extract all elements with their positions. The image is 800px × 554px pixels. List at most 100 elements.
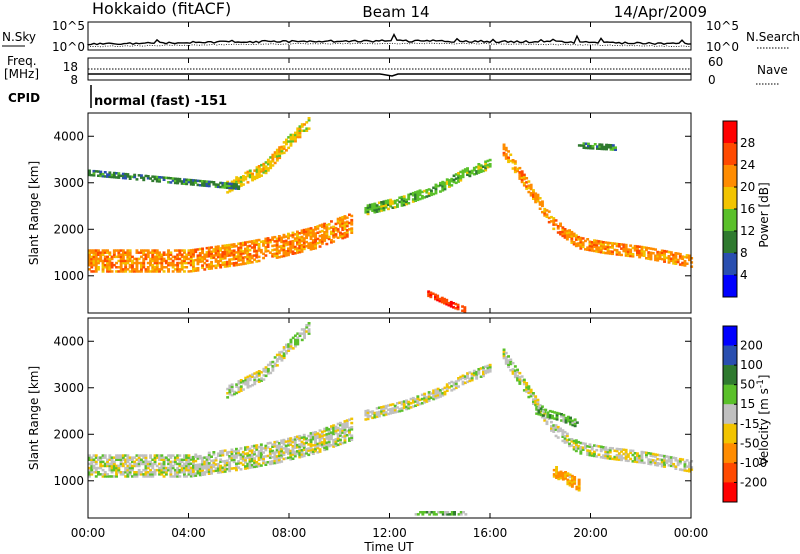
heatmap-cell xyxy=(232,264,236,267)
heatmap-cell xyxy=(561,230,565,233)
heatmap-cell xyxy=(636,245,639,248)
heatmap-cell xyxy=(221,470,225,474)
heatmap-cell xyxy=(94,460,98,464)
heatmap-cell xyxy=(325,437,329,440)
heatmap-cell xyxy=(323,434,327,437)
heatmap-cell xyxy=(131,263,134,267)
heatmap-cell xyxy=(382,204,386,208)
heatmap-cell xyxy=(287,146,291,150)
heatmap-cell xyxy=(117,251,121,254)
heatmap-cell xyxy=(607,143,611,147)
heatmap-cell xyxy=(608,448,612,452)
heatmap-cell xyxy=(649,255,653,259)
heatmap-cell xyxy=(244,262,247,265)
heatmap-cell xyxy=(522,380,526,384)
heatmap-cell xyxy=(658,251,662,254)
heatmap-cell xyxy=(636,251,639,254)
heatmap-cell xyxy=(221,449,225,453)
heatmap-cell xyxy=(334,226,338,230)
heatmap-cell xyxy=(586,445,590,448)
heatmap-cell xyxy=(588,451,592,455)
heatmap-cell xyxy=(581,446,585,449)
heatmap-cell xyxy=(133,257,137,261)
heatmap-cell xyxy=(609,146,613,149)
heatmap-cell xyxy=(543,212,547,215)
heatmap-cell xyxy=(121,473,125,476)
heatmap-cell xyxy=(334,442,338,445)
heatmap-cell xyxy=(216,245,220,248)
heatmap-cell xyxy=(158,261,161,265)
heatmap-cell xyxy=(189,253,193,256)
heatmap-cell xyxy=(565,231,569,235)
heatmap-cell xyxy=(414,191,417,194)
heatmap-cell xyxy=(112,263,116,267)
heatmap-cell xyxy=(169,475,173,478)
heatmap-cell xyxy=(203,456,207,459)
heatmap-cell xyxy=(366,411,370,414)
heatmap-cell xyxy=(259,447,263,451)
heatmap-cell xyxy=(237,179,241,182)
heatmap-cell xyxy=(484,166,488,170)
heatmap-cell xyxy=(461,382,465,386)
heatmap-cell xyxy=(568,235,571,238)
heatmap-cell xyxy=(640,452,644,456)
heatmap-cell xyxy=(180,266,184,269)
heatmap-cell xyxy=(440,298,444,302)
heatmap-cell xyxy=(250,449,254,452)
heatmap-cell xyxy=(246,386,250,389)
heatmap-cell xyxy=(192,265,195,268)
heatmap-cell xyxy=(178,270,182,273)
heatmap-cell xyxy=(411,396,415,400)
heatmap-cell xyxy=(108,466,112,470)
heatmap-cell xyxy=(244,383,248,386)
heatmap-cell xyxy=(167,454,170,457)
heatmap-cell xyxy=(103,175,107,178)
heatmap-cell xyxy=(373,208,377,212)
heatmap-cell xyxy=(316,231,320,234)
heatmap-cell xyxy=(391,411,395,414)
heatmap-cell xyxy=(320,445,324,448)
heatmap-cell xyxy=(293,452,297,456)
heatmap-cell xyxy=(128,255,132,259)
heatmap-cell xyxy=(311,245,315,248)
heatmap-cell xyxy=(389,200,393,204)
heatmap-cell xyxy=(316,225,320,228)
heatmap-cell xyxy=(461,305,464,308)
heatmap-cell xyxy=(90,263,94,267)
heatmap-cell xyxy=(441,513,445,516)
heatmap-cell xyxy=(275,155,279,158)
heatmap-cell xyxy=(486,370,490,374)
heatmap-cell xyxy=(237,242,241,245)
velocity-ylabel: Slant Range [km] xyxy=(27,366,41,470)
heatmap-cell xyxy=(151,466,155,470)
heatmap-cell xyxy=(584,239,587,243)
heatmap-cell xyxy=(133,261,137,265)
heatmap-cell xyxy=(599,447,603,451)
heatmap-cell xyxy=(221,451,225,455)
heatmap-cell xyxy=(559,474,563,478)
heatmap-cell xyxy=(117,458,121,461)
heatmap-cell xyxy=(332,441,336,444)
heatmap-cell xyxy=(402,201,406,205)
heatmap-cell xyxy=(189,462,193,465)
heatmap-cell xyxy=(167,181,170,184)
heatmap-cell xyxy=(275,353,279,357)
heatmap-cell xyxy=(564,473,567,476)
heatmap-cell xyxy=(250,457,254,461)
heatmap-cell xyxy=(251,178,254,182)
heatmap-cell xyxy=(377,410,381,414)
heatmap-cell xyxy=(294,131,297,135)
heatmap-cell xyxy=(164,471,168,474)
heatmap-cell xyxy=(164,458,168,461)
heatmap-cell xyxy=(126,255,130,259)
heatmap-cell xyxy=(112,249,116,252)
heatmap-cell xyxy=(260,174,263,177)
heatmap-cell xyxy=(158,468,161,472)
heatmap-cell xyxy=(173,468,177,472)
heatmap-cell xyxy=(622,448,626,451)
heatmap-cell xyxy=(427,188,431,191)
heatmap-cell xyxy=(287,448,290,451)
heatmap-cell xyxy=(266,241,270,244)
heatmap-cell xyxy=(221,453,225,457)
heatmap-cell xyxy=(604,454,608,458)
